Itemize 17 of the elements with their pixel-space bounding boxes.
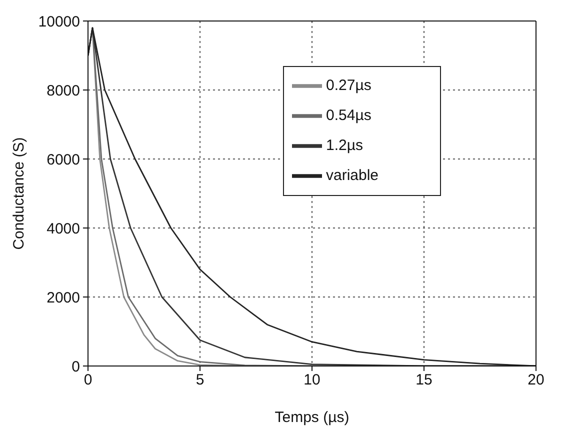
x-tick-label: 0	[84, 372, 92, 389]
x-tick-label: 20	[528, 372, 544, 389]
y-tick-label: 4000	[46, 220, 80, 238]
legend-label: 0.54µs	[326, 106, 372, 124]
y-tick-label: 2000	[46, 289, 80, 306]
y-tick-label: 8000	[46, 82, 80, 100]
x-tick-label: 10	[304, 372, 320, 389]
y-tick-label: 6000	[46, 151, 80, 168]
x-tick-label: 15	[416, 372, 432, 389]
y-tick-label: 10000	[38, 13, 80, 30]
x-axis-title: Temps (µs)	[274, 409, 350, 426]
legend-label: variable	[326, 166, 379, 184]
y-tick-label: 0	[72, 358, 80, 376]
legend-label: 1.2µs	[326, 136, 363, 154]
y-axis-title: Conductance (S)	[10, 137, 28, 250]
x-tick-label: 5	[196, 372, 204, 389]
legend-label: 0.27µs	[326, 76, 372, 94]
